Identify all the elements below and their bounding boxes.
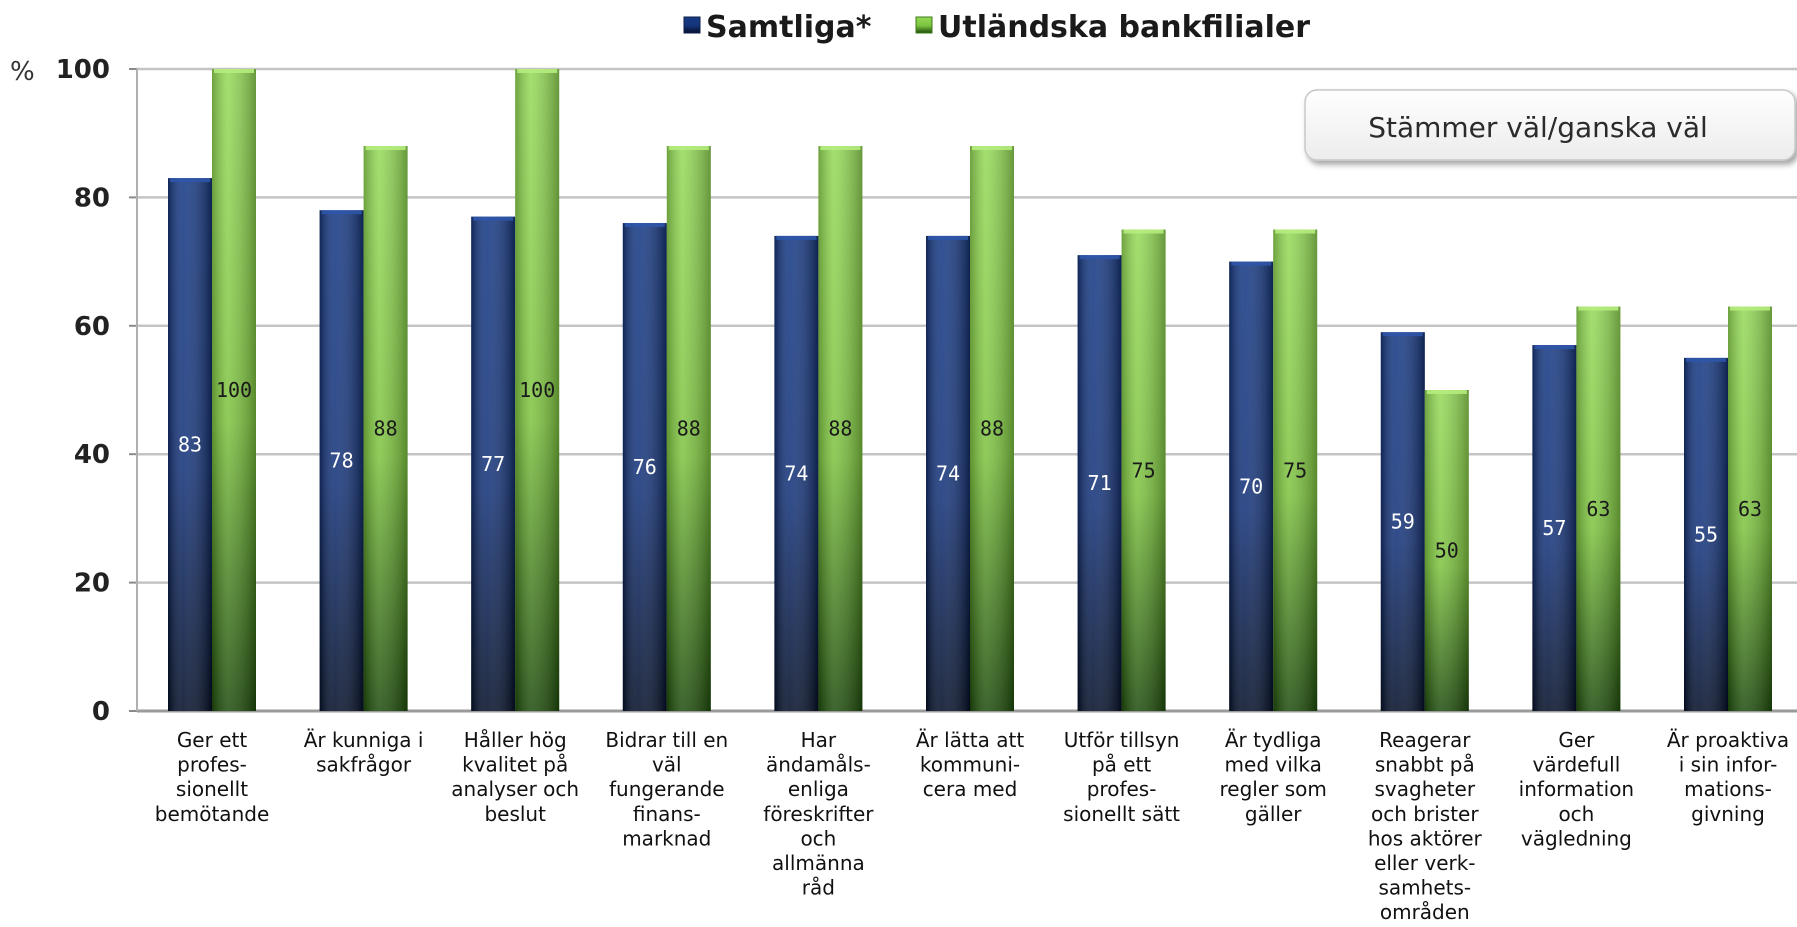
bar-utlandska — [1121, 229, 1166, 711]
bar-samtliga — [1684, 357, 1728, 711]
data-label-utlandska: 63 — [1586, 497, 1610, 521]
bar-samtliga — [774, 235, 819, 712]
bar-utlandska — [363, 146, 408, 712]
bar-samtliga — [1229, 261, 1274, 711]
bar-utlandska — [666, 146, 711, 712]
bar-samtliga — [1380, 332, 1425, 711]
bar-samtliga — [1077, 255, 1122, 711]
data-label-utlandska: 88 — [374, 417, 398, 441]
data-label-samtliga: 78 — [330, 449, 354, 473]
bar-utlandska — [1728, 306, 1772, 711]
bar-utlandska — [970, 146, 1014, 712]
data-labels: 83 100 78 88 77 100 76 88 74 88 74 88 71 75 70 75 59 50 57… — [178, 378, 1762, 563]
data-label-utlandska: 88 — [677, 417, 701, 441]
data-label-samtliga: 59 — [1391, 510, 1415, 534]
y-tick-label: 20 — [74, 569, 110, 599]
bar-utlandska — [818, 146, 863, 712]
data-label-utlandska: 75 — [1132, 458, 1156, 482]
data-label-samtliga: 76 — [633, 455, 657, 479]
bar-samtliga — [926, 235, 970, 712]
x-category-label: Är kunniga i sakfrågor — [304, 728, 424, 777]
data-label-utlandska: 100 — [216, 378, 252, 402]
bar-samtliga — [168, 178, 212, 711]
y-tick-label: 100 — [56, 55, 110, 85]
y-tick-label: 80 — [74, 183, 110, 213]
x-category-label: Är tydliga med vilka regler som gäller — [1220, 728, 1327, 826]
x-category-label: Utför tillsyn på ett profes-sionellt sätt — [1063, 728, 1180, 826]
data-label-utlandska: 50 — [1435, 539, 1459, 563]
legend: Samtliga* Utländska bankfilialer — [683, 10, 1310, 45]
data-label-samtliga: 83 — [178, 433, 202, 457]
bar-utlandska — [1273, 229, 1318, 711]
bar-utlandska — [1576, 306, 1621, 711]
x-category-label: Ger ett profes-sionellt bemötande — [155, 728, 270, 826]
y-tick-label: 40 — [74, 440, 110, 470]
x-category-label: Har ändamåls-enliga föreskrifter och allmänn… — [763, 728, 874, 900]
legend-label-samtliga: Samtliga* — [706, 10, 872, 45]
annotation-text: Stämmer väl/ganska väl — [1368, 111, 1708, 144]
annotation-box: Stämmer väl/ganska väl — [1304, 89, 1796, 161]
legend-label-utlandska: Utländska bankfilialer — [938, 10, 1310, 45]
data-label-utlandska: 88 — [828, 417, 852, 441]
bar-samtliga — [319, 210, 364, 712]
data-label-utlandska: 63 — [1738, 497, 1762, 521]
data-label-samtliga: 74 — [784, 461, 808, 485]
data-label-utlandska: 88 — [980, 417, 1004, 441]
bar-samtliga — [471, 216, 516, 711]
y-tick-label: 0 — [92, 697, 110, 727]
bar-utlandska — [515, 69, 560, 711]
bars — [168, 69, 1772, 712]
y-axis: 0 20 40 60 80 100 — [56, 55, 138, 727]
x-category-label: Ger värdefull information och vägledning — [1519, 728, 1634, 850]
bar-utlandska — [212, 69, 256, 711]
data-label-samtliga: 71 — [1088, 471, 1112, 495]
bar-samtliga — [1532, 345, 1577, 711]
data-label-samtliga: 70 — [1239, 474, 1263, 498]
x-category-label: Håller hög kvalitet på analyser och beslut — [451, 728, 579, 826]
data-label-samtliga: 55 — [1694, 522, 1718, 546]
x-category-label: Är lätta att kommuni-cera med — [916, 728, 1024, 801]
y-axis-unit: % — [10, 57, 35, 87]
legend-swatch-utlandska — [915, 16, 933, 34]
legend-swatch-samtliga — [683, 16, 701, 34]
bar-samtliga — [622, 223, 667, 711]
x-axis: Ger ett profes-sionellt bemötande Är kunnig… — [155, 728, 1789, 924]
data-label-utlandska: 100 — [519, 378, 555, 402]
x-category-label: Reagerar snabbt på svagheter och brister hos… — [1368, 728, 1483, 924]
y-tick-label: 60 — [74, 312, 110, 342]
bar-utlandska — [1424, 390, 1469, 711]
data-label-samtliga: 77 — [481, 452, 505, 476]
x-category-label: Är proaktiva i sin infor-mations-givning — [1667, 728, 1789, 826]
data-label-samtliga: 74 — [936, 461, 960, 485]
x-category-label: Bidrar till en väl fungerande finans-markna… — [605, 728, 728, 850]
data-label-samtliga: 57 — [1542, 516, 1566, 540]
data-label-utlandska: 75 — [1283, 458, 1307, 482]
